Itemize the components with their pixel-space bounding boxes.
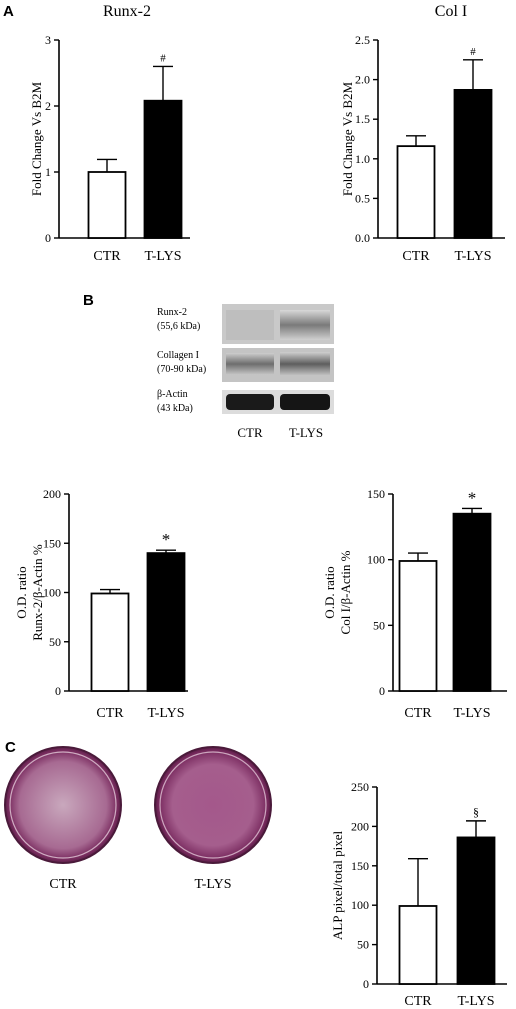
chart-runx2-od-ratio: 0 50 100 150 200 O.D. ratioRunx-2/β-Actin % CT… [14, 487, 188, 721]
x-category-label: T-LYS [148, 706, 185, 721]
y-axis-label: Fold Change Vs B2M [29, 81, 44, 196]
y-tick-label: 50 [49, 635, 61, 649]
chart-alp-pixel-ratio: 0 50 100 150 200 250 ALP pixel/total pixel CTR §… [330, 780, 507, 1009]
y-axis-label-line: O.D. ratio [322, 566, 337, 618]
dish-ctr [4, 746, 122, 864]
y-tick-label: 50 [357, 938, 369, 952]
panel-label-a: A [3, 3, 14, 20]
chart-runx2-fold-change: Runx-2 0 1 2 3 Fold Change Vs B2M CTR # T-LYS [29, 3, 190, 264]
y-axis-label: O.D. ratioCol I/β-Actin % [322, 550, 353, 634]
blot-lane-tlys: T-LYS [289, 425, 323, 440]
bar-ctr [87, 171, 127, 239]
dish-label-tlys: T-LYS [195, 877, 232, 892]
y-tick-label: 100 [43, 586, 61, 600]
significance-marker: * [468, 488, 477, 507]
significance-marker: # [160, 52, 166, 64]
y-tick-label: 2 [45, 99, 51, 113]
x-category-label: T-LYS [145, 249, 182, 264]
dish-ctr-rim [9, 751, 117, 859]
blot-detail-runx2: (55,6 kDa) [157, 321, 200, 332]
blot-detail-actin: (43 kDa) [157, 403, 193, 414]
dish-label-ctr: CTR [49, 877, 77, 892]
blot-band-actin-ctr [226, 394, 274, 410]
bar-t-lys [453, 88, 493, 239]
blot-band-actin-tlys [280, 394, 330, 410]
y-axis-label-line: Runx-2/β-Actin % [30, 544, 45, 641]
blot-band-runx2-ctr [226, 310, 274, 340]
y-tick-label: 150 [43, 536, 61, 550]
bar-t-lys [452, 512, 492, 692]
blot-lane-ctr: CTR [237, 425, 263, 440]
bar-t-lys [456, 836, 496, 985]
y-tick-label: 1.0 [355, 152, 370, 166]
chart-col1-od-ratio: 0 50 100 150 O.D. ratioCol I/β-Actin % CTR * T-… [322, 487, 507, 721]
x-category-label: CTR [404, 706, 432, 721]
significance-marker: * [162, 530, 171, 549]
bar-t-lys [143, 99, 183, 239]
panel-label-b: B [83, 292, 94, 309]
y-tick-label: 2.5 [355, 33, 370, 47]
y-tick-label: 2.0 [355, 73, 370, 87]
y-axis-label-line: Fold Change Vs B2M [29, 81, 44, 196]
y-tick-label: 0 [55, 684, 61, 698]
y-tick-label: 150 [367, 487, 385, 501]
blot-band-runx2-tlys [280, 310, 330, 340]
alp-dishes: CTR T-LYS [4, 746, 272, 892]
significance-marker: # [470, 46, 476, 58]
blot-band-collagen-tlys [280, 352, 330, 376]
y-tick-label: 100 [367, 553, 385, 567]
y-axis-label-line: ALP pixel/total pixel [330, 830, 345, 940]
x-category-label: CTR [96, 706, 124, 721]
western-blot: Runx-2 (55,6 kDa) Collagen I (70-90 kDa)… [157, 304, 334, 440]
y-tick-label: 1.5 [355, 112, 370, 126]
x-category-label: CTR [402, 249, 430, 264]
panel-label-c: C [5, 739, 16, 756]
y-tick-label: 200 [43, 487, 61, 501]
blot-label-actin: β-Actin [157, 389, 188, 400]
chart-title: Col I [435, 3, 467, 20]
y-tick-label: 0.0 [355, 231, 370, 245]
y-tick-label: 0 [379, 684, 385, 698]
y-tick-label: 0.5 [355, 191, 370, 205]
dish-tlys-rim [159, 751, 267, 859]
x-category-label: T-LYS [454, 706, 491, 721]
x-category-label: T-LYS [455, 249, 492, 264]
y-tick-label: 150 [351, 859, 369, 873]
chart-title: Runx-2 [103, 3, 151, 20]
y-tick-label: 200 [351, 819, 369, 833]
y-axis-label-line: Col I/β-Actin % [338, 550, 353, 634]
chart-col1-fold-change: Col I 0.0 0.5 1.0 1.5 2.0 2.5 Fold Change Vs B2… [340, 3, 505, 264]
x-category-label: CTR [404, 994, 432, 1009]
y-tick-label: 100 [351, 898, 369, 912]
y-tick-label: 1 [45, 165, 51, 179]
blot-label-runx2: Runx-2 [157, 307, 187, 318]
y-tick-label: 3 [45, 33, 51, 47]
y-tick-label: 0 [363, 977, 369, 991]
y-axis-label: Fold Change Vs B2M [340, 81, 355, 196]
bar-ctr [90, 592, 130, 692]
y-tick-label: 250 [351, 780, 369, 794]
dish-tlys [154, 746, 272, 864]
y-axis-label: ALP pixel/total pixel [330, 830, 345, 940]
significance-marker: § [473, 805, 479, 819]
bar-ctr [398, 905, 438, 985]
y-axis-label: O.D. ratioRunx-2/β-Actin % [14, 544, 45, 641]
blot-label-collagen: Collagen I [157, 350, 199, 361]
x-category-label: T-LYS [458, 994, 495, 1009]
x-category-label: CTR [93, 249, 121, 264]
y-axis-label-line: Fold Change Vs B2M [340, 81, 355, 196]
blot-detail-collagen: (70-90 kDa) [157, 364, 206, 375]
y-axis-label-line: O.D. ratio [14, 566, 29, 618]
y-tick-label: 0 [45, 231, 51, 245]
bar-ctr [398, 560, 438, 692]
blot-band-collagen-ctr [226, 353, 274, 375]
y-tick-label: 50 [373, 618, 385, 632]
bar-ctr [396, 145, 436, 239]
bar-t-lys [146, 552, 186, 692]
